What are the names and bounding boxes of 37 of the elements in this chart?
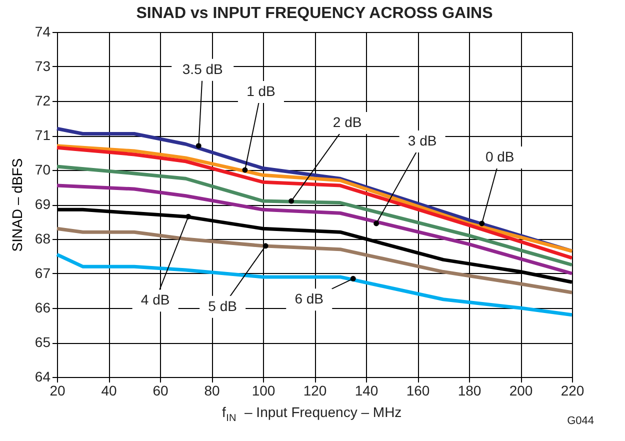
x-tick-label: 40 <box>101 382 117 398</box>
annotation: 5 dB <box>208 298 237 314</box>
line-series <box>55 252 574 317</box>
line-series <box>55 184 574 276</box>
annotation: 0 dB <box>485 148 514 164</box>
y-tick-label: 72 <box>34 92 51 108</box>
x-tick-label: 200 <box>509 382 533 398</box>
y-tick-label: 65 <box>34 334 51 350</box>
annotation: 1 dB <box>246 83 276 99</box>
y-tick-label: 70 <box>34 162 51 178</box>
x-tick-label: 160 <box>406 382 430 398</box>
x-tick-label: 140 <box>354 382 378 398</box>
x-tick-label: 80 <box>204 382 220 398</box>
x-tick-label: 220 <box>560 382 584 398</box>
x-tick-label: 120 <box>303 382 327 398</box>
annotation: 3.5 dB <box>182 60 223 77</box>
x-tick-label: 100 <box>252 382 276 398</box>
y-tick-label: 73 <box>34 58 51 74</box>
y-tick-label: 69 <box>34 196 51 212</box>
line-series <box>55 226 574 294</box>
y-tick-label: 68 <box>34 230 51 246</box>
annotation: 6 dB <box>294 290 324 307</box>
y-tick-label: 74 <box>34 24 51 40</box>
annotation: 4 dB <box>140 292 170 308</box>
y-tick-label: 64 <box>34 368 51 384</box>
annotation: 3 dB <box>408 132 437 148</box>
y-tick-label: 71 <box>34 127 51 143</box>
y-tick-label: 67 <box>34 265 51 281</box>
line-series <box>55 164 574 267</box>
text: G044 <box>567 415 594 427</box>
annotation: 2 dB <box>332 114 362 130</box>
y-tick-label: 66 <box>34 300 51 316</box>
chart-title: SINAD vs INPUT FREQUENCY ACROSS GAINS <box>136 5 494 22</box>
x-tick-label: 20 <box>50 382 66 398</box>
x-tick-label: 180 <box>458 382 482 398</box>
x-tick-label: 60 <box>152 382 168 398</box>
y-axis-title: SINAD – dBFS <box>8 158 25 252</box>
